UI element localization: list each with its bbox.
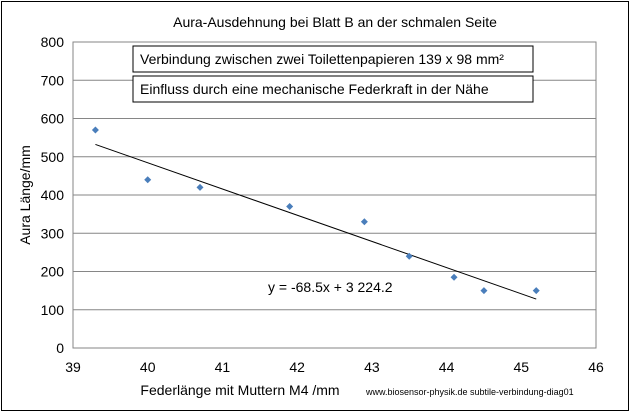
y-tick-label: 200 — [41, 264, 65, 280]
x-tick-label: 42 — [289, 359, 305, 375]
y-tick-label: 400 — [41, 187, 65, 203]
y-tick-label: 800 — [41, 34, 65, 50]
data-points — [91, 126, 540, 295]
source-url: www.biosensor-physik.de subtile-verbindu… — [365, 387, 574, 397]
trendline-equation: y = -68.5x + 3 224.2 — [268, 279, 393, 295]
plot-area-border — [72, 41, 597, 349]
data-point — [480, 287, 488, 295]
annotation-1: Verbindung zwischen zwei Toilettenpapier… — [140, 51, 504, 67]
trendline — [95, 143, 537, 300]
x-tick-label: 43 — [364, 359, 380, 375]
x-tick-label: 40 — [140, 359, 156, 375]
data-point — [532, 287, 540, 295]
data-point — [405, 252, 413, 260]
x-tick-label: 44 — [439, 359, 455, 375]
chart-title: Aura-Ausdehnung bei Blatt B an der schma… — [173, 14, 497, 30]
x-tick-label: 39 — [65, 359, 81, 375]
y-tick-label: 700 — [41, 72, 65, 88]
data-point — [450, 273, 458, 281]
y-tick-label: 600 — [41, 111, 65, 127]
data-point — [196, 183, 204, 191]
x-axis-title: Federlänge mit Muttern M4 /mm — [140, 382, 339, 398]
data-point — [286, 202, 294, 210]
y-axis-title: Aura Länge/mm — [17, 145, 33, 245]
x-tick-label: 45 — [513, 359, 529, 375]
annotation-box-2 — [132, 75, 534, 103]
x-tick-labels: 39 40 41 42 43 44 45 46 — [65, 359, 604, 375]
data-point — [360, 218, 368, 226]
data-point — [91, 126, 99, 134]
data-point — [144, 176, 152, 184]
x-tick-label: 41 — [215, 359, 231, 375]
y-tick-label: 100 — [41, 302, 65, 318]
y-tick-label: 300 — [41, 225, 65, 241]
annotation-2: Einfluss durch eine mechanische Federkra… — [140, 81, 489, 97]
y-tick-label: 0 — [56, 340, 64, 356]
x-tick-label: 46 — [588, 359, 604, 375]
y-tick-label: 500 — [41, 149, 65, 165]
y-tick-labels: 0 100 200 300 400 500 600 700 800 — [41, 34, 65, 356]
annotation-box-1 — [132, 45, 534, 73]
